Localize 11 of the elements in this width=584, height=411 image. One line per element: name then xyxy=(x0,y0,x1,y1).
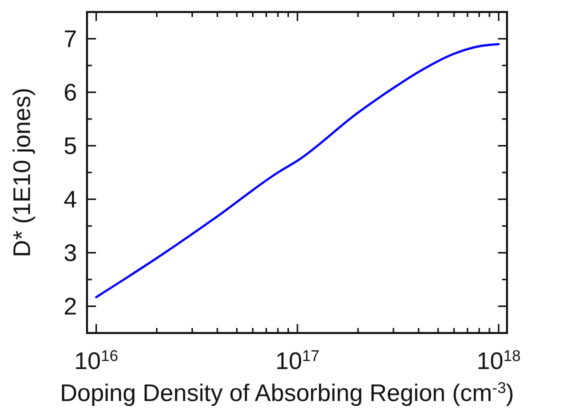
y-tick-label: 5 xyxy=(64,133,77,160)
x-tick-label: 10$^{16}$ xyxy=(74,348,118,375)
y-axis-title: D* (1E10 jones) xyxy=(9,88,36,258)
x-axis-title: Doping Density of Absorbing Region (cm$^{-3}$) xyxy=(60,380,514,407)
y-tick-label: 6 xyxy=(64,80,77,107)
y-tick-label: 3 xyxy=(64,240,77,268)
y-tick-label: 7 xyxy=(64,26,77,54)
x-tick-label: 10$^{17}$ xyxy=(275,348,320,375)
x-tick-label: 10$^{18}$ xyxy=(476,348,521,375)
y-tick-label: 4 xyxy=(64,186,77,214)
y-tick-label: 2 xyxy=(64,294,77,321)
